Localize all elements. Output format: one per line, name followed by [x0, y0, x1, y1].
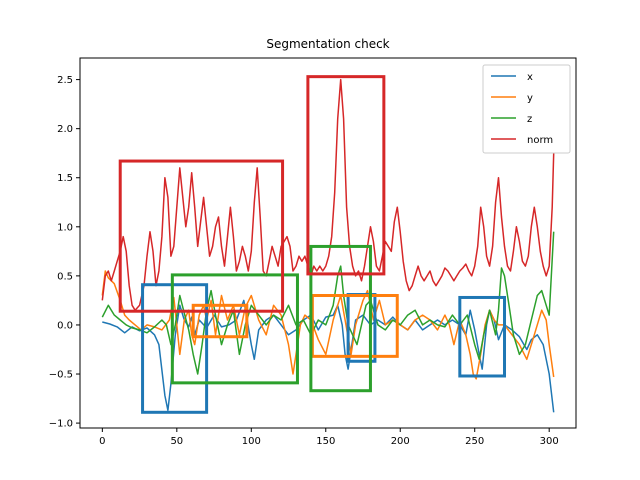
segment-box-z-6: [309, 244, 372, 393]
segment-box-x-0: [141, 283, 209, 414]
x-tick-label: 0: [99, 436, 105, 447]
legend-label-norm: norm: [527, 135, 553, 146]
y-tick-label: 0.5: [57, 271, 73, 282]
x-tick-label: 50: [170, 436, 183, 447]
y-tick-label: 1.5: [57, 173, 73, 184]
y-tick-label: −1.0: [49, 419, 73, 430]
segment-box-z-5: [170, 273, 299, 385]
legend-label-x: x: [527, 72, 533, 83]
x-tick-label: 200: [391, 436, 410, 447]
plot-frame: [79, 57, 577, 429]
legend: xyz norm: [482, 64, 571, 154]
y-axis: −1.0 −0.5 0.0 0.5 1.0 1.5 2.0 2.5: [49, 75, 80, 430]
legend-frame: [482, 64, 571, 154]
x-tick-label: 250: [465, 436, 484, 447]
y-tick-label: 2.0: [57, 124, 73, 135]
segment-boxes: [118, 75, 507, 414]
x-tick-label: 300: [540, 436, 559, 447]
y-tick-label: −0.5: [49, 370, 73, 381]
x-tick-label: 100: [242, 436, 261, 447]
legend-label-z: z: [527, 114, 532, 125]
segment-box-x-2: [458, 295, 507, 378]
legend-label-y: y: [527, 93, 533, 104]
segment-box-norm-8: [306, 75, 386, 276]
y-tick-label: 2.5: [57, 75, 73, 86]
segment-box-norm-7: [118, 159, 285, 313]
chart-title: Segmentation check: [266, 37, 389, 51]
segment-box-y-3: [191, 303, 249, 339]
x-axis: 0 50 100 150 200 250 300: [99, 428, 559, 447]
x-tick-label: 150: [316, 436, 335, 447]
y-tick-label: 1.0: [57, 222, 73, 233]
y-tick-label: 0.0: [57, 320, 73, 331]
series-line-z: [101, 231, 555, 375]
legend-items: xyz norm: [491, 72, 553, 146]
